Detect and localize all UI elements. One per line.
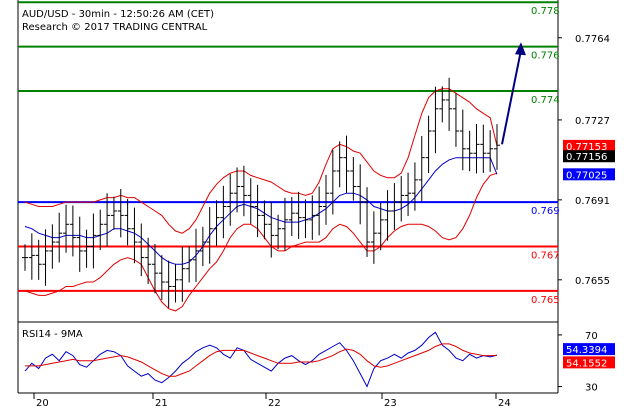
- level-label-0.776: 0.776: [531, 51, 560, 62]
- chart-title: AUD/USD - 30min - 12:50:26 AM (CET): [22, 9, 214, 20]
- rsi-tag-label: 54.3394: [566, 345, 607, 356]
- chart-copyright: Research © 2017 TRADING CENTRAL: [22, 22, 208, 33]
- price-axis-ticks: 0.7764 0.7727 0.7691 0.7655: [558, 34, 610, 287]
- rsi-tag-ma: [563, 343, 615, 356]
- projection-arrow-shaft: [501, 49, 522, 145]
- rsi-tick-label: 30: [585, 383, 598, 394]
- price-tick-label: 0.7691: [575, 196, 610, 207]
- rsi-tag-label: 54.1552: [566, 358, 607, 369]
- rsi-tag-bollinger: [563, 356, 615, 369]
- level-lines: 0.778 0.776 0.774 0.769 0.767 0.765: [18, 1, 560, 306]
- price-tag-bollinger: [563, 139, 615, 152]
- bollinger-upper-line: [24, 88, 498, 234]
- bollinger-lower-line: [24, 172, 498, 312]
- time-tick-label: 23: [384, 398, 397, 409]
- bollinger-bands: [24, 88, 498, 312]
- price-bars: [22, 77, 500, 308]
- level-label-0.778: 0.778: [531, 6, 560, 17]
- price-tick-label: 0.7727: [575, 116, 610, 127]
- rsi-panel-title: RSI14 - 9MA: [22, 329, 83, 340]
- price-tick-label: 0.7764: [575, 34, 610, 45]
- projection-arrow-head: [515, 42, 526, 56]
- moving-average-line: [24, 157, 498, 265]
- rsi-ma-line: [25, 343, 498, 377]
- rsi-line: [24, 331, 498, 388]
- level-label-0.765: 0.765: [531, 295, 560, 306]
- price-tag-label: 0.77025: [566, 170, 607, 181]
- price-tick-label: 0.7655: [575, 276, 610, 287]
- time-axis-ticks: 20 21 22 23 24: [33, 393, 511, 409]
- price-tag-label: 0.77153: [566, 142, 607, 153]
- level-label-0.774: 0.774: [531, 95, 560, 106]
- price-tag-label: 0.77156: [566, 152, 607, 163]
- time-tick-label: 20: [36, 398, 49, 409]
- rsi-tick-label: 70: [585, 331, 598, 342]
- level-label-0.769: 0.769: [531, 206, 560, 217]
- level-label-0.767: 0.767: [531, 250, 560, 261]
- price-tag-price: [563, 150, 615, 163]
- price-tag-ma: [563, 168, 615, 181]
- time-tick-label: 24: [498, 398, 511, 409]
- projection-arrow: [501, 42, 526, 145]
- rsi-panel: 70 30 54.3394 54.1552: [24, 331, 615, 394]
- time-tick-label: 21: [155, 398, 168, 409]
- time-tick-label: 22: [268, 398, 281, 409]
